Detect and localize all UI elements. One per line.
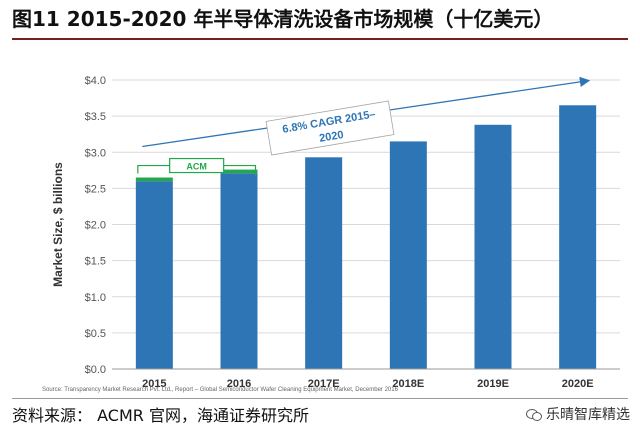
acm-label: ACM — [186, 162, 207, 172]
y-tick-label: $3.0 — [85, 147, 106, 159]
footer-source-label: 资料来源： — [12, 406, 93, 425]
x-tick-label: 2017E — [308, 378, 340, 390]
wechat-icon — [526, 406, 542, 422]
acm-segment — [220, 169, 258, 174]
bar — [559, 105, 597, 369]
x-tick-label: 2015 — [142, 378, 166, 390]
y-tick-label: $0.5 — [85, 328, 106, 340]
acm-label-box — [169, 157, 225, 174]
bar — [389, 141, 427, 369]
bar — [305, 157, 343, 369]
y-tick-label: $0.0 — [85, 364, 106, 376]
source-note: Source: Transparency Market Research Pvt… — [42, 387, 398, 393]
figure-title: 图11 2015-2020 年半导体清洗设备市场规模（十亿美元） — [12, 7, 554, 31]
footer-divider — [12, 398, 628, 399]
x-tick-label: 2016 — [227, 378, 251, 390]
y-tick-label: $1.0 — [85, 292, 106, 304]
acm-segment — [135, 177, 173, 182]
x-tick-label: 2019E — [477, 378, 509, 390]
y-tick-label: $3.5 — [85, 111, 106, 123]
bar — [135, 181, 173, 369]
y-tick-label: $2.5 — [85, 183, 106, 195]
x-tick-label: 2018E — [392, 378, 424, 390]
watermark: 乐晴智库精选 — [526, 402, 630, 426]
y-tick-label: $1.5 — [85, 256, 106, 268]
y-axis-title: Market Size, $ billions — [51, 162, 65, 287]
bar — [474, 124, 512, 369]
y-tick-label: $4.0 — [85, 75, 106, 87]
watermark-text: 乐晴智库精选 — [546, 407, 630, 423]
y-tick-label: $2.0 — [85, 220, 106, 232]
cagr-label-line2: 2020 — [318, 129, 344, 145]
cagr-box — [265, 100, 395, 156]
footer-source-value: ACMR 官网，海通证券研究所 — [97, 406, 309, 425]
bar — [220, 173, 258, 369]
x-tick-label: 2020E — [562, 378, 594, 390]
footer-source: 资料来源： ACMR 官网，海通证券研究所 — [12, 404, 309, 428]
cagr-callout: 6.8% CAGR 2015–2020 — [265, 100, 395, 156]
title-divider — [12, 38, 628, 40]
